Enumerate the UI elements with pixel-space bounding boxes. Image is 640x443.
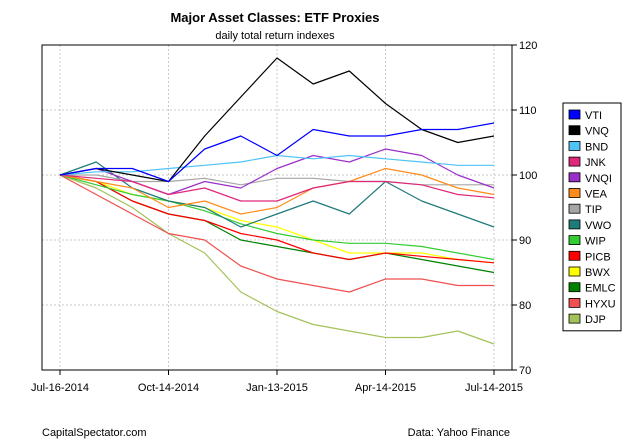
y-tick-label: 80 xyxy=(519,300,531,312)
legend-swatch xyxy=(568,250,581,261)
legend-label: HYXU xyxy=(585,298,616,310)
legend: VTI VNQ BND JNK VNQI VEA TIP VWO WIP PICB BWX EMLC H… xyxy=(562,102,622,332)
series-line-picb xyxy=(59,174,495,264)
legend-label: VEA xyxy=(585,189,608,201)
x-tick-label: Jan-13-2015 xyxy=(246,382,308,394)
series-line-hyxu xyxy=(59,174,494,293)
x-tick-label: Jul-16-2014 xyxy=(31,382,89,394)
y-tick-label: 90 xyxy=(519,235,531,247)
legend-swatch xyxy=(568,203,581,214)
legend-label: PICB xyxy=(585,251,611,263)
legend-label: BND xyxy=(585,141,608,153)
legend-label: VWO xyxy=(585,220,612,232)
legend-label: EMLC xyxy=(585,283,616,295)
y-tick-label: 110 xyxy=(519,105,537,117)
chart-title: Major Asset Classes: ETF Proxies xyxy=(170,10,379,25)
x-tick-label: Apr-14-2015 xyxy=(355,382,416,394)
legend-swatch xyxy=(568,140,581,151)
series-line-vea xyxy=(59,167,495,215)
series-line-vti xyxy=(59,122,495,183)
series-lines xyxy=(59,57,495,345)
x-tick-label: Oct-14-2014 xyxy=(138,382,199,394)
legend-swatch xyxy=(568,235,581,246)
legend-label: VTI xyxy=(585,110,602,122)
legend-swatch xyxy=(568,109,581,120)
legend-label: BWX xyxy=(585,267,611,279)
x-tick-label: Jul-14-2015 xyxy=(465,382,523,394)
chart-subtitle: daily total return indexes xyxy=(215,30,335,42)
legend-label: VNQI xyxy=(585,173,612,185)
legend-swatch xyxy=(568,313,581,324)
legend-swatch xyxy=(568,219,581,230)
y-axis: 70 80 90 100 110 120 xyxy=(512,40,537,377)
legend-swatch xyxy=(568,266,581,277)
legend-label: DJP xyxy=(585,314,606,326)
y-tick-label: 100 xyxy=(519,170,537,182)
legend-label: JNK xyxy=(585,157,606,169)
legend-box xyxy=(562,102,622,332)
y-tick-label: 70 xyxy=(519,365,531,377)
legend-label: VNQ xyxy=(585,126,609,138)
y-tick-label: 120 xyxy=(519,40,537,52)
series-line-wip xyxy=(59,174,495,261)
footer-data-source: Data: Yahoo Finance xyxy=(408,427,510,439)
legend-swatch xyxy=(568,172,581,183)
legend-swatch xyxy=(568,297,581,308)
series-line-djp xyxy=(59,174,495,345)
x-axis: Jul-16-2014 Oct-14-2014 Jan-13-2015 Apr-14-… xyxy=(31,370,523,394)
series-line-jnk xyxy=(59,174,495,202)
legend-label: TIP xyxy=(585,204,602,216)
legend-swatch xyxy=(568,188,581,198)
legend-swatch xyxy=(568,156,581,167)
legend-swatch xyxy=(568,125,581,136)
footer-source-site: CapitalSpectator.com xyxy=(42,427,147,439)
legend-label: WIP xyxy=(585,236,606,248)
legend-swatch xyxy=(568,282,581,293)
